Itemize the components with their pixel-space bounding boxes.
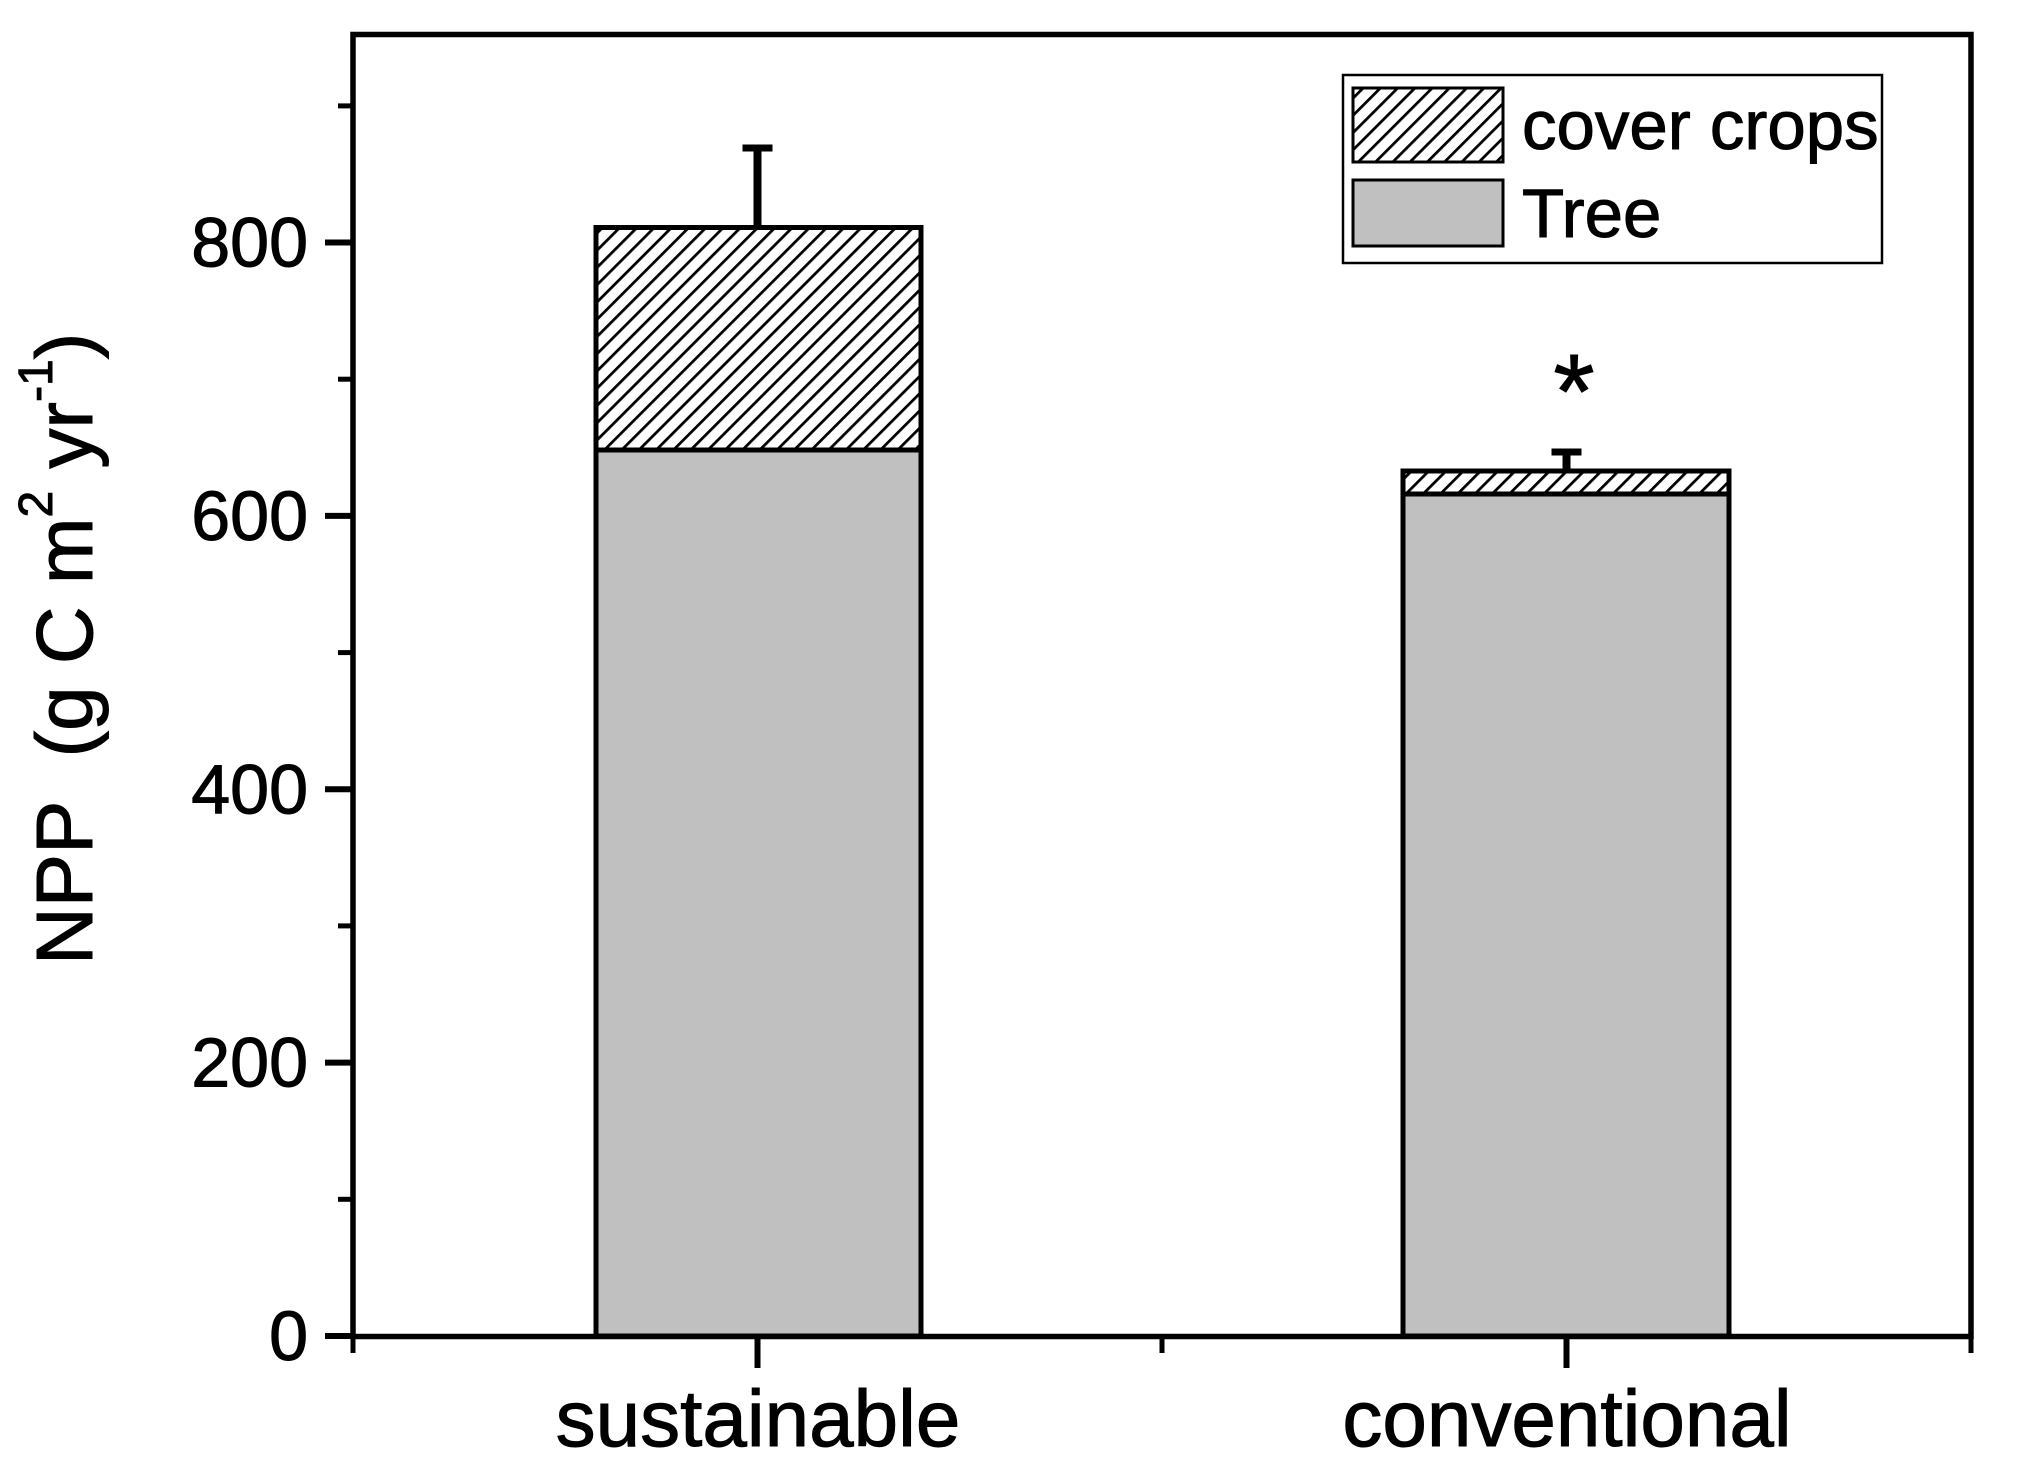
svg-text:400: 400 [191, 750, 308, 828]
svg-text:cover crops: cover crops [1522, 87, 1879, 164]
svg-text:*: * [1553, 333, 1594, 451]
svg-text:800: 800 [191, 204, 308, 282]
svg-text:NPP (g C m2 yr-1): NPP (g C m2 yr-1) [10, 333, 109, 965]
svg-text:0: 0 [269, 1297, 308, 1375]
svg-text:conventional: conventional [1342, 1374, 1791, 1463]
svg-text:600: 600 [191, 477, 308, 555]
svg-text:200: 200 [191, 1024, 308, 1102]
svg-text:Tree: Tree [1522, 175, 1661, 252]
svg-text:sustainable: sustainable [556, 1374, 961, 1463]
